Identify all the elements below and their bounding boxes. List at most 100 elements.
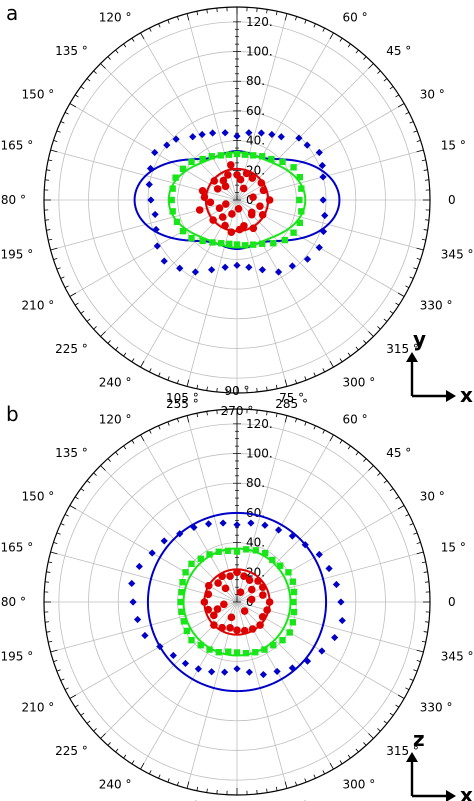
data-point-square <box>285 569 292 576</box>
data-point-circle <box>224 171 232 179</box>
angular-tick-mark <box>100 63 106 69</box>
data-point-circle <box>206 198 215 207</box>
angular-tick-mark <box>389 712 394 716</box>
angular-tick-mark <box>53 258 58 261</box>
data-point-square <box>259 153 266 160</box>
angular-tick-mark <box>48 640 53 643</box>
angular-tick-mark <box>93 472 97 476</box>
data-point-square <box>178 589 185 596</box>
horizontal-arrow-head-icon <box>446 790 456 801</box>
angular-tick-mark <box>416 551 424 555</box>
data-point-circle <box>256 621 264 629</box>
data-point-diamond <box>160 537 168 545</box>
data-point-diamond <box>315 550 323 559</box>
angular-tick-mark <box>416 247 424 251</box>
angular-tick-mark <box>50 649 58 653</box>
angular-tick-mark <box>107 742 111 746</box>
angular-tick-mark <box>64 285 69 288</box>
data-point-square <box>180 618 188 625</box>
data-point-diamond <box>325 564 333 573</box>
data-point-circle <box>249 224 258 233</box>
data-point-diamond <box>208 266 216 274</box>
data-point-diamond <box>219 519 227 527</box>
angular-tick-mark <box>409 276 414 279</box>
data-point-circle <box>263 606 271 614</box>
data-point-diamond <box>148 549 156 557</box>
data-point-circle <box>220 600 228 609</box>
angular-tick-mark <box>196 413 199 418</box>
angular-tick-mark <box>413 669 418 672</box>
angular-tick-mark <box>123 445 127 450</box>
angular-tick-mark <box>284 415 288 423</box>
data-point-diamond <box>189 133 197 141</box>
angular-tick-mark <box>295 781 298 786</box>
angular-tick-mark <box>69 292 77 297</box>
data-point-circle <box>233 626 241 635</box>
vertical-arrow-head-icon <box>406 752 418 762</box>
angular-tick-label: 90 ° <box>224 384 249 398</box>
angular-tick-mark <box>93 728 97 732</box>
data-point-square <box>233 150 241 158</box>
data-point-diamond <box>315 148 323 157</box>
angular-tick-label: 45 ° <box>386 44 411 58</box>
angular-tick-mark <box>60 678 65 681</box>
angular-tick-mark <box>416 660 421 663</box>
data-point-circle <box>204 581 213 590</box>
data-point-circle <box>213 605 222 613</box>
data-point-circle <box>218 213 227 221</box>
angular-tick-mark <box>368 331 374 337</box>
angular-tick-mark <box>395 94 400 98</box>
data-point-circle <box>247 595 256 604</box>
angular-tick-mark <box>355 748 359 753</box>
data-point-square <box>289 578 297 585</box>
data-point-diamond <box>194 665 202 673</box>
data-point-circle <box>228 210 236 218</box>
angular-tick-mark <box>405 514 410 517</box>
angular-tick-mark <box>355 451 359 456</box>
angular-tick-mark <box>413 267 418 270</box>
angular-tick-mark <box>329 762 334 770</box>
data-point-circle <box>219 176 228 185</box>
data-point-circle <box>204 605 213 614</box>
data-point-diamond <box>152 225 160 234</box>
data-point-square <box>224 547 232 555</box>
angular-tick-mark <box>389 86 394 90</box>
angular-tick-mark <box>149 27 152 32</box>
vertical-arrow-head-icon <box>406 352 418 362</box>
angular-tick-mark <box>131 358 135 363</box>
data-point-square <box>296 219 303 227</box>
angular-tick-label: 315 ° <box>386 342 419 356</box>
angular-tick-mark <box>196 786 199 791</box>
data-point-square <box>206 551 213 558</box>
data-point-diamond <box>129 598 137 606</box>
angular-tick-mark <box>206 788 208 793</box>
angular-tick-label: 345 ° <box>441 650 474 664</box>
angular-tick-mark <box>86 720 91 724</box>
angular-tick-mark <box>176 418 179 423</box>
data-point-square <box>252 649 259 656</box>
angular-tick-mark <box>48 159 53 162</box>
data-point-square <box>262 549 269 557</box>
angular-tick-mark <box>56 532 61 535</box>
data-point-square <box>179 227 187 235</box>
data-point-circle <box>204 590 213 599</box>
data-point-diamond <box>233 132 241 140</box>
angular-tick-mark <box>363 340 367 344</box>
angular-tick-mark <box>347 43 351 48</box>
angular-tick-mark <box>80 86 85 90</box>
data-point-circle <box>257 179 266 187</box>
data-point-diamond <box>181 659 190 668</box>
angular-tick-mark <box>176 781 179 786</box>
radial-tick-label: 80. <box>246 476 265 490</box>
angular-tick-mark <box>149 429 152 434</box>
angular-tick-mark <box>100 331 106 337</box>
series-fit-line <box>146 511 328 693</box>
data-point-circle <box>227 228 236 236</box>
data-point-square <box>169 185 176 192</box>
angular-tick-mark <box>50 551 58 555</box>
angular-tick-mark <box>50 149 58 153</box>
data-point-square <box>168 196 175 204</box>
angular-tick-mark <box>56 130 61 133</box>
data-point-square <box>218 240 225 247</box>
angular-tick-mark <box>416 541 421 544</box>
